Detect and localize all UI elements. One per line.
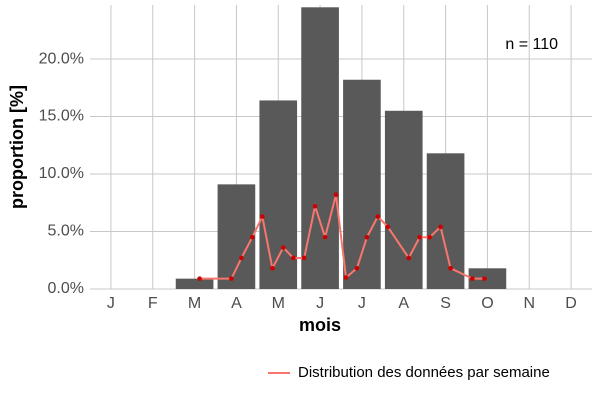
- point: [482, 276, 487, 281]
- x-tick-label: S: [440, 295, 451, 312]
- point: [438, 224, 443, 230]
- point: [301, 255, 307, 261]
- x-tick-label: N: [523, 295, 535, 312]
- point: [322, 234, 328, 240]
- bar: [217, 184, 256, 289]
- point: [260, 214, 265, 219]
- bar: [426, 153, 465, 289]
- point: [270, 266, 275, 271]
- point: [470, 276, 475, 281]
- y-tick-label: 0.0%: [48, 280, 84, 297]
- bar: [175, 278, 214, 289]
- point: [280, 245, 286, 250]
- legend-label: Distribution des données par semaine: [298, 364, 550, 381]
- point: [239, 255, 244, 261]
- line: [199, 194, 485, 280]
- bar: [384, 110, 423, 290]
- x-tick-label: A: [398, 295, 409, 312]
- point: [448, 266, 453, 271]
- x-tick-label: F: [148, 295, 158, 312]
- x-tick-label: J: [358, 295, 366, 312]
- point: [406, 255, 412, 261]
- x-tick-label: J: [316, 295, 324, 312]
- y-tick-label: 15.0%: [39, 108, 84, 125]
- point: [385, 224, 391, 230]
- point: [291, 255, 296, 261]
- x-tick-label: M: [272, 295, 285, 312]
- y-tick-label: 10.0%: [39, 165, 84, 182]
- point: [333, 192, 339, 198]
- x-axis-title: mois: [299, 315, 341, 335]
- point: [354, 266, 360, 271]
- y-tick-label: 5.0%: [48, 223, 84, 240]
- x-tick-label: A: [231, 295, 242, 312]
- bar: [343, 79, 381, 289]
- annotation: n = 110: [505, 36, 558, 53]
- point: [197, 276, 202, 281]
- point: [417, 234, 422, 240]
- point: [375, 214, 381, 219]
- bar: [259, 100, 298, 289]
- x-tick-label: D: [565, 295, 577, 312]
- point: [427, 234, 432, 240]
- y-axis-title: proportion [%]: [7, 85, 27, 209]
- point: [250, 234, 255, 240]
- point: [312, 203, 318, 209]
- x-tick-label: J: [107, 295, 115, 312]
- bar: [468, 268, 507, 289]
- x-tick-label: M: [188, 295, 201, 312]
- point: [343, 275, 349, 280]
- x-tick-label: O: [481, 295, 493, 312]
- y-tick-label: 20.0%: [39, 50, 84, 67]
- point: [229, 276, 234, 281]
- point: [364, 234, 370, 240]
